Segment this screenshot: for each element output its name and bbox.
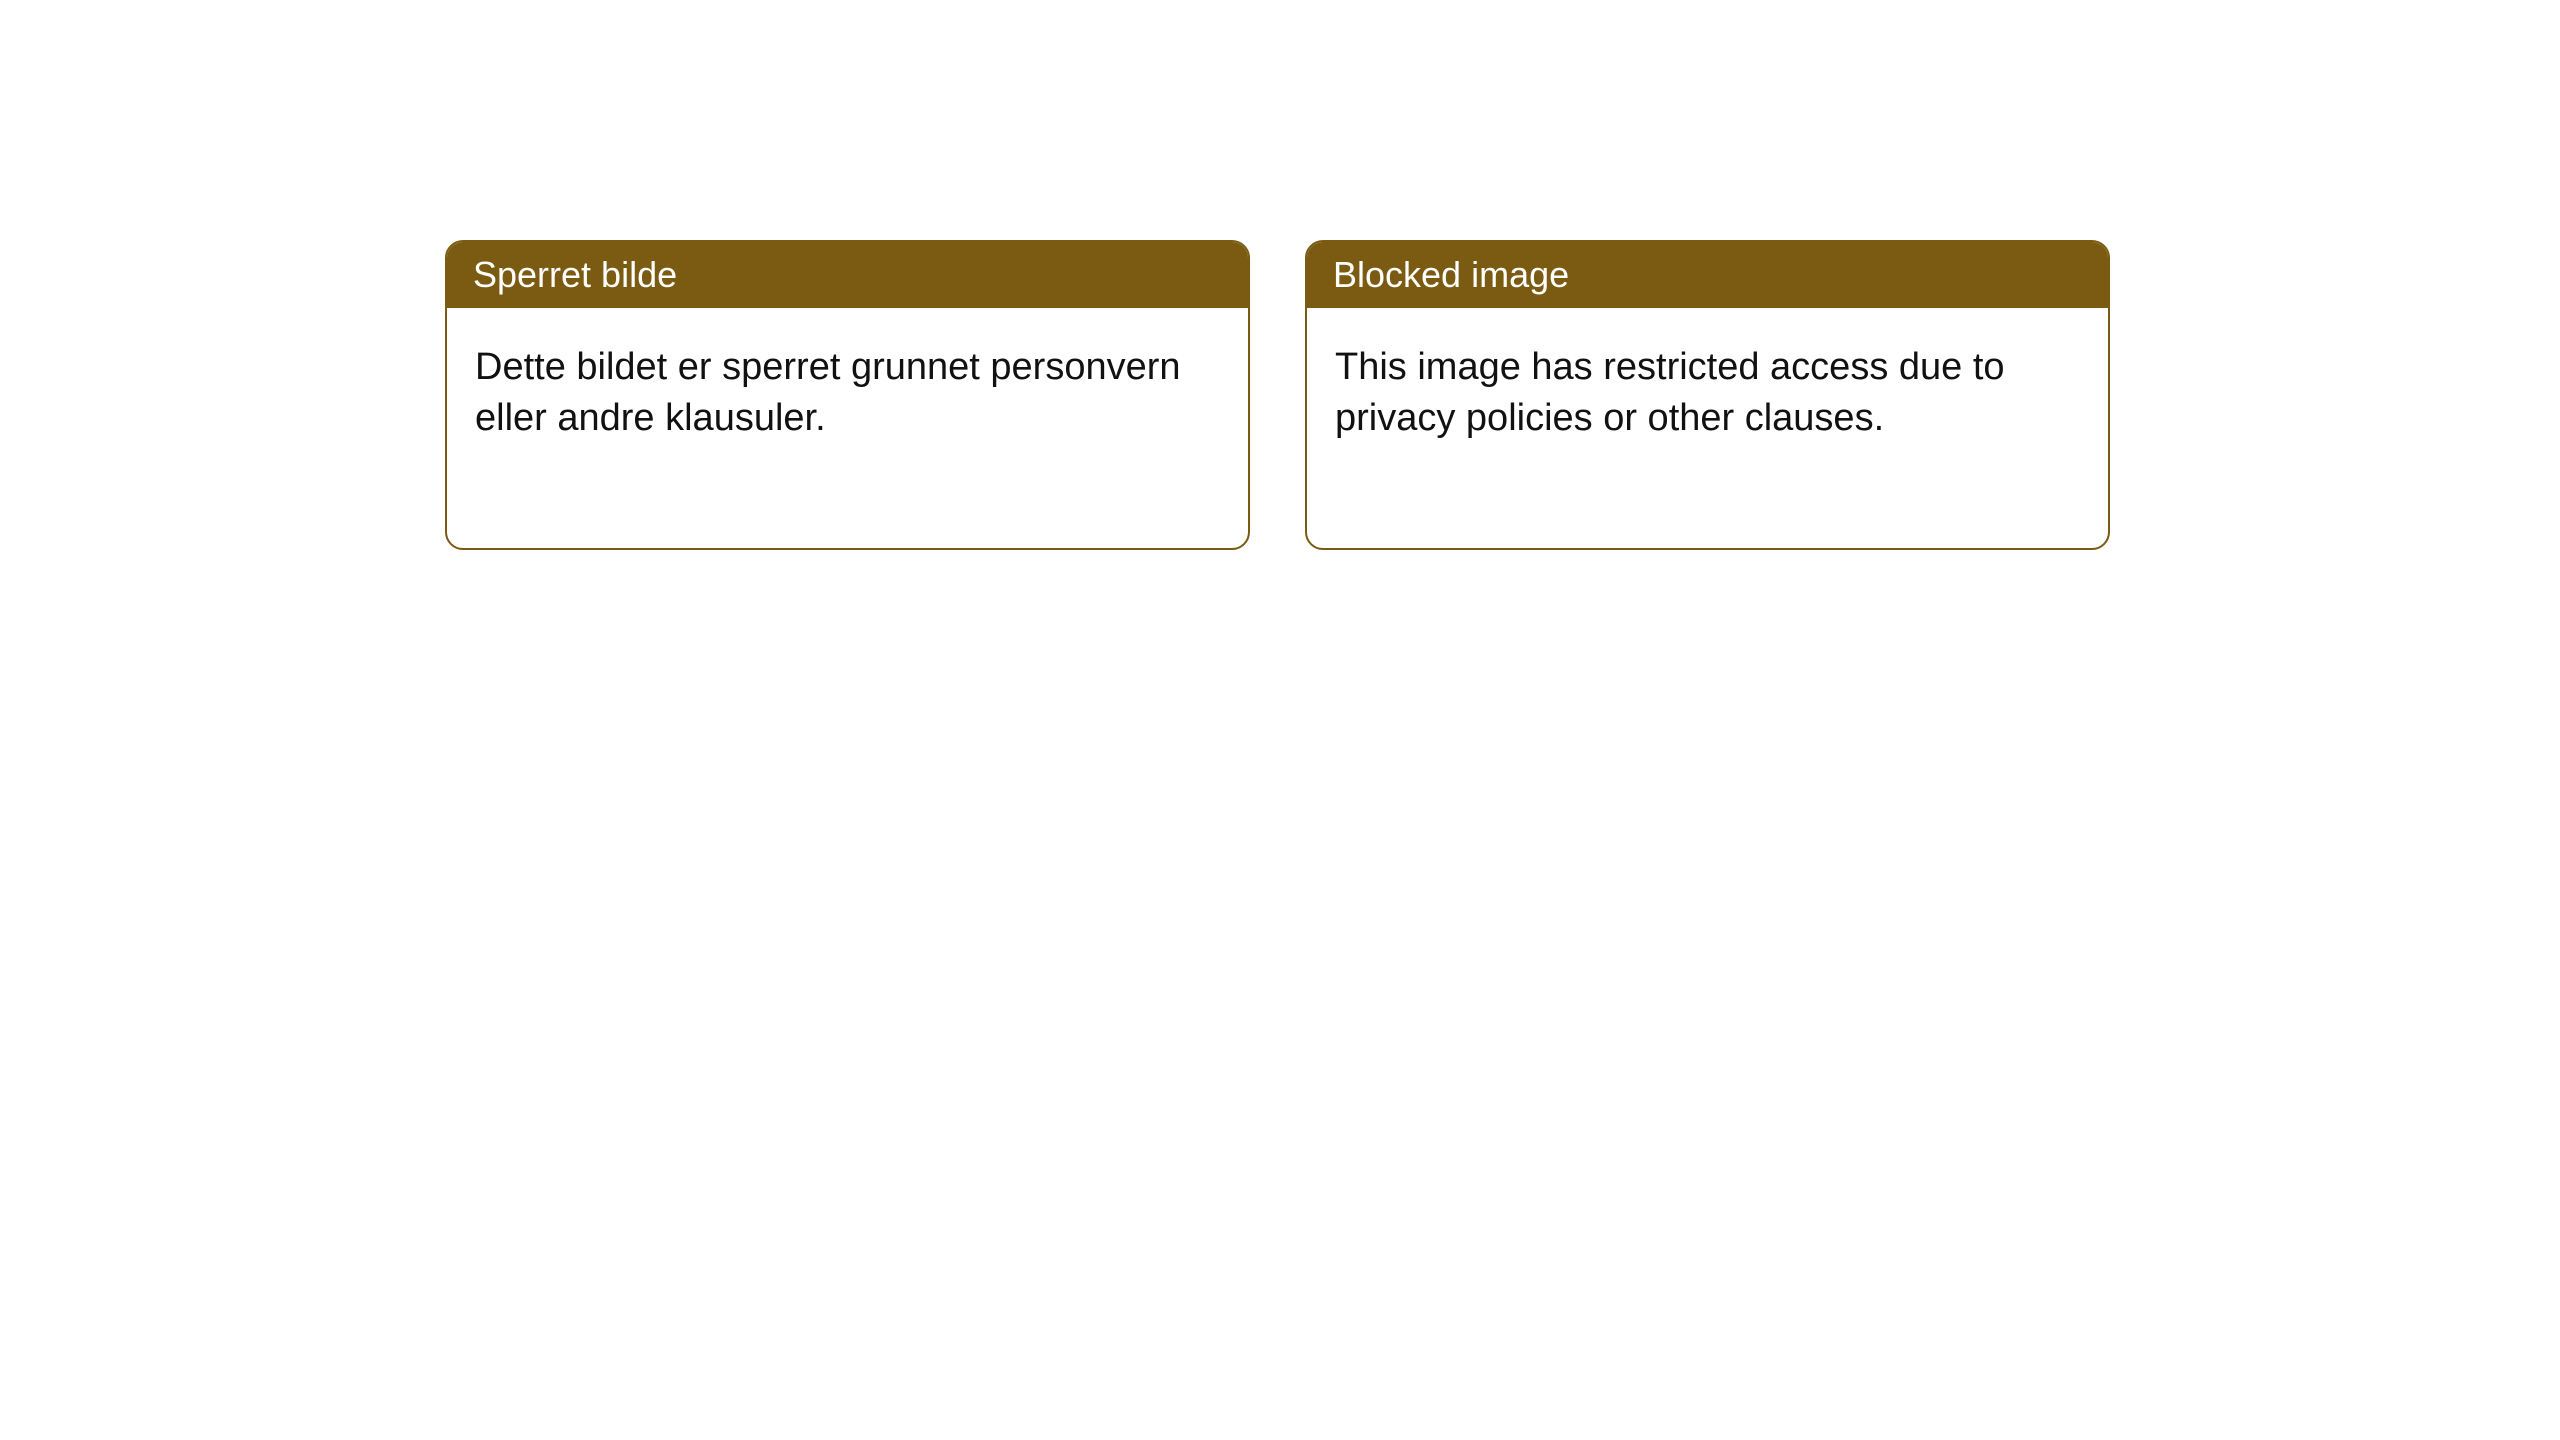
notice-text: Dette bildet er sperret grunnet personve… (475, 346, 1181, 439)
notice-header: Blocked image (1307, 242, 2108, 308)
notice-text: This image has restricted access due to … (1335, 346, 2005, 439)
notice-title: Blocked image (1333, 254, 1569, 295)
notice-card-english: Blocked image This image has restricted … (1305, 240, 2110, 550)
notice-container: Sperret bilde Dette bildet er sperret gr… (445, 240, 2110, 550)
notice-card-norwegian: Sperret bilde Dette bildet er sperret gr… (445, 240, 1250, 550)
notice-body: Dette bildet er sperret grunnet personve… (447, 308, 1248, 548)
notice-title: Sperret bilde (473, 254, 677, 295)
notice-body: This image has restricted access due to … (1307, 308, 2108, 548)
notice-header: Sperret bilde (447, 242, 1248, 308)
